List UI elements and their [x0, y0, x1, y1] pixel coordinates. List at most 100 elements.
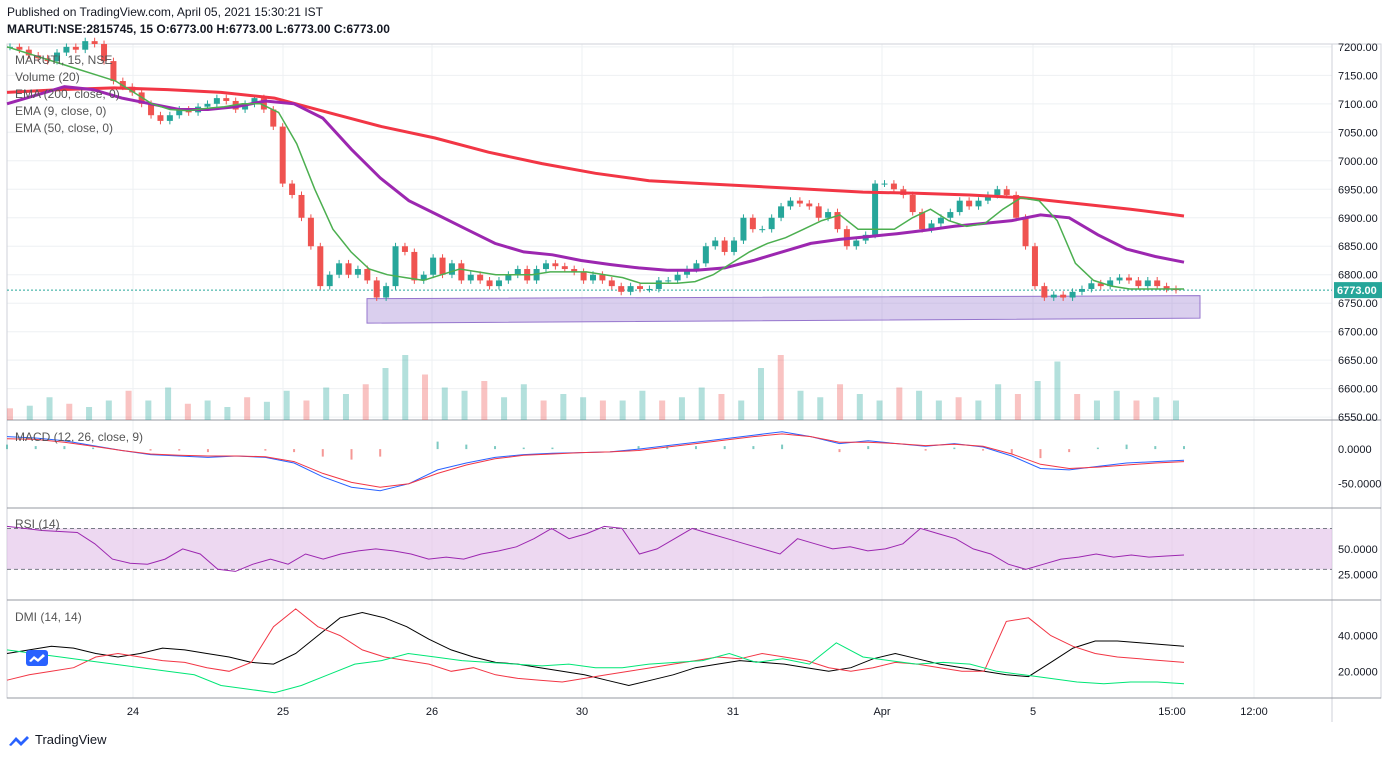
candle-body — [326, 274, 333, 287]
candle-body — [63, 46, 70, 53]
volume-bar — [619, 400, 626, 420]
candle-body — [928, 223, 935, 230]
volume-bar — [639, 390, 646, 420]
price-tick-label: 6550.00 — [1338, 412, 1378, 424]
candle-body — [1107, 280, 1114, 287]
legend-ema50[interactable]: EMA (50, close, 0) — [15, 121, 114, 135]
footer-brand-label: TradingView — [35, 732, 107, 747]
price-tick-label: 6850.00 — [1338, 241, 1378, 253]
candle-body — [825, 212, 832, 218]
volume-bar — [441, 387, 448, 420]
volume-bar — [856, 394, 863, 420]
plus-di-line — [6, 642, 1185, 694]
candle-body — [505, 274, 512, 281]
candle-body — [373, 280, 380, 298]
candle-body — [364, 269, 371, 281]
legend-ema9[interactable]: EMA (9, close, 0) — [15, 104, 107, 118]
candle-body — [1069, 291, 1076, 298]
legend-volume[interactable]: Volume (20) — [15, 70, 80, 84]
rsi-tick-label: 50.0000 — [1338, 544, 1378, 556]
candle-body — [477, 274, 484, 281]
legend-symbol[interactable]: MARUTI, 15, NSE — [15, 53, 113, 67]
candle-body — [401, 246, 408, 252]
volume-bar — [1113, 390, 1120, 420]
candle-body — [251, 98, 258, 104]
candle-body — [542, 263, 549, 270]
x-tick-label: 25 — [277, 706, 289, 718]
candle-body — [956, 200, 963, 213]
candle-body — [984, 194, 991, 201]
candle-body — [655, 280, 662, 289]
volume-bar — [46, 397, 53, 420]
candle-body — [552, 263, 559, 267]
candle-body — [101, 44, 108, 62]
volume-bar — [935, 400, 942, 420]
support-zone-rect — [366, 295, 1201, 324]
candle-body — [148, 103, 155, 116]
ema50-line — [6, 85, 1185, 272]
volume-bar — [540, 400, 547, 420]
candle-body — [731, 240, 738, 252]
candle-body — [486, 280, 493, 287]
x-tick-label: 5 — [1030, 706, 1036, 718]
candle-body — [467, 274, 474, 281]
candle-body — [110, 61, 117, 82]
volume-bar — [1153, 397, 1160, 420]
tradingview-logo-icon[interactable] — [26, 650, 48, 666]
candle-body — [420, 274, 427, 281]
candle-body — [223, 98, 230, 101]
candle-body — [1041, 286, 1048, 298]
candle-body — [242, 103, 249, 110]
candle-body — [806, 203, 813, 207]
volume-bar — [1173, 400, 1179, 420]
candle-body — [994, 189, 1001, 195]
volume-bar — [501, 397, 508, 420]
candle-body — [157, 115, 164, 121]
candle-body — [16, 46, 23, 50]
volume-bar — [184, 403, 191, 420]
adx-line — [6, 611, 1185, 687]
candle-body — [646, 288, 653, 290]
candle-body — [721, 240, 728, 252]
volume-bar — [738, 400, 745, 420]
rsi-line — [6, 525, 1185, 572]
candle-body — [82, 41, 89, 50]
legend-rsi[interactable]: RSI (14) — [15, 517, 60, 531]
price-tick-label: 6600.00 — [1338, 384, 1378, 396]
candle-body — [571, 269, 578, 272]
x-tick-label: 12:00 — [1240, 706, 1268, 718]
candle-body — [1088, 283, 1095, 289]
candle-body — [1135, 280, 1142, 287]
grid — [7, 44, 1332, 698]
legend-macd[interactable]: MACD (12, 26, close, 9) — [15, 430, 144, 444]
volume-bar — [402, 355, 409, 420]
candle-body — [759, 229, 766, 231]
rsi-tick-label: 25.0000 — [1338, 569, 1378, 581]
footer-brand[interactable]: TradingView — [7, 732, 107, 747]
candle-body — [1163, 286, 1170, 289]
volume-bar — [599, 400, 606, 420]
macd-line — [6, 431, 1185, 492]
candle-body — [204, 103, 211, 107]
legend-ema200[interactable]: EMA (200, close, 0) — [15, 87, 120, 101]
volume-bar — [125, 390, 132, 420]
candle-body — [430, 257, 437, 275]
price-tick-label: 7050.00 — [1338, 127, 1378, 139]
price-tick-label: 7200.00 — [1338, 42, 1378, 54]
volume-bar — [342, 394, 349, 420]
candle-body — [91, 41, 98, 44]
candle-body — [176, 109, 183, 116]
candle-body — [778, 206, 785, 218]
legend-dmi[interactable]: DMI (14, 14) — [15, 610, 82, 624]
time-axis: 24 25 26 30 31 Apr 5 15:00 12:00 — [127, 706, 1268, 718]
candle-body — [495, 280, 502, 287]
candle-body — [1154, 280, 1161, 287]
x-tick-label: 15:00 — [1158, 706, 1186, 718]
price-tick-label: 7150.00 — [1338, 70, 1378, 82]
candle-body — [712, 240, 719, 247]
volume-bar — [382, 368, 389, 420]
candle-body — [317, 246, 324, 287]
volume-bar — [481, 381, 488, 420]
volume-bar — [975, 400, 982, 420]
